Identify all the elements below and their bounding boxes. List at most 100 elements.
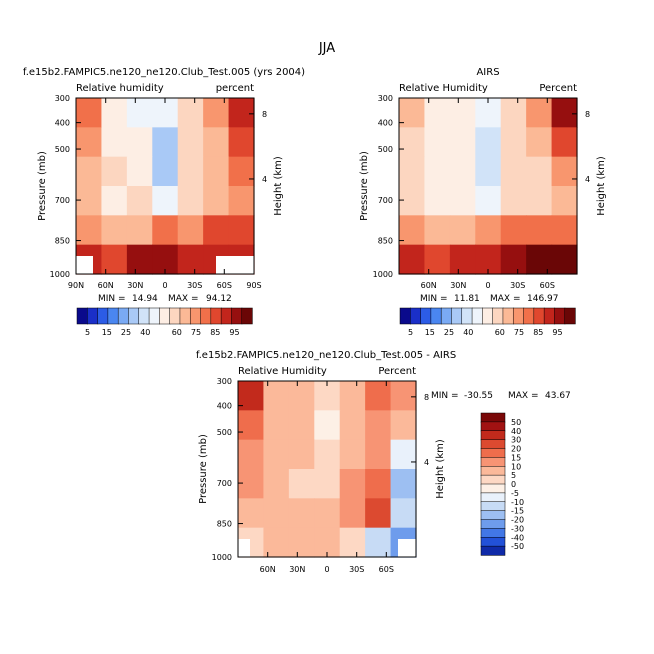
max-label: MAX = [490, 294, 521, 304]
panel-left-label: Relative Humidity [399, 83, 488, 94]
y-axis-label: Pressure (mb) [37, 151, 48, 221]
x-tick-label: 30N [289, 565, 305, 574]
heatmap-cell [152, 215, 179, 246]
heatmap-cell [339, 527, 366, 558]
heatmap-cell [475, 186, 502, 216]
heatmap-cell [551, 156, 578, 187]
heatmap-cell [126, 215, 153, 246]
heatmap-cell [399, 98, 426, 128]
panel-right-label: Percent [378, 366, 416, 377]
panel-title: f.e15b2.FAMPIC5.ne120_ne120.Club_Test.00… [23, 67, 305, 78]
colorbar-label: 5 [408, 328, 413, 337]
x-tick-label: 0 [485, 281, 490, 290]
heatmap-cell [390, 410, 417, 441]
heatmap-cell [76, 156, 103, 187]
heatmap-cell [365, 439, 392, 470]
y-tick-label: 1000 [373, 270, 393, 279]
heatmap-cell [424, 156, 451, 187]
heatmap-cell [449, 215, 476, 246]
heatmap-cell [101, 186, 128, 216]
heatmap-cell [526, 186, 553, 216]
heatmap-cell [238, 439, 265, 470]
colorbar-swatch [480, 537, 506, 547]
heatmap-cell [365, 498, 392, 529]
heatmap-cell [449, 156, 476, 187]
colorbar-swatch [480, 519, 506, 530]
heatmap-cell [203, 215, 230, 246]
plot-area-diff: 300 400 500 700 850 1000 8 4 60N 30N 0 30S 60S [212, 377, 429, 574]
y2-tick-label: 8 [585, 110, 590, 119]
min-label: MIN = [420, 294, 448, 304]
y-tick-label: 1000 [50, 270, 70, 279]
heatmap-cell [449, 244, 476, 275]
y-axis-label: Pressure (mb) [198, 434, 209, 504]
colorbar-swatch [410, 307, 422, 325]
heatmap-cell [203, 156, 230, 187]
colorbar-swatch [179, 307, 191, 325]
heatmap-cell [365, 381, 392, 411]
colorbar-label: 60 [172, 328, 182, 337]
y-tick-label: 500 [217, 428, 232, 437]
plot-area-obs: 300 400 500 700 850 1000 8 4 60N 30N 0 30S 60S [373, 94, 590, 290]
x-tick-label: 30S [349, 565, 364, 574]
heatmap-cell [339, 498, 366, 529]
colorbar-label: 75 [514, 328, 524, 337]
heatmap-cell [228, 215, 255, 246]
heatmap-cell [475, 127, 502, 158]
heatmap-cell [526, 127, 553, 158]
heatmap-cell [152, 186, 179, 216]
colorbar-label: 20 [511, 445, 521, 454]
heatmap-cell [390, 439, 417, 470]
colorbar-swatch [480, 510, 506, 521]
min-value: 11.81 [454, 294, 480, 304]
colorbar-swatch [480, 545, 506, 556]
colorbar-label: 15 [511, 453, 521, 462]
y-tick-label: 1000 [212, 553, 232, 562]
colorbar-label: 40 [511, 427, 521, 436]
heatmap-cell [238, 410, 265, 441]
x-tick-label: 30S [187, 281, 202, 290]
x-tick-label: 90S [246, 281, 261, 290]
colorbar-swatch [87, 307, 99, 325]
colorbar-swatch [440, 307, 453, 325]
colorbar-swatch [482, 307, 494, 325]
heatmap-cell [288, 469, 315, 499]
colorbar-obs: 5 15 25 40 60 75 85 95 [399, 307, 576, 337]
y-tick-label: 700 [55, 196, 70, 205]
heatmap-cell [390, 469, 417, 499]
colorbar-swatch [210, 307, 222, 325]
colorbar-swatch [451, 307, 463, 325]
missing-data-region [216, 256, 254, 274]
x-tick-label: 60S [379, 565, 394, 574]
heatmap-cell [76, 127, 103, 158]
heatmap-cell [177, 98, 204, 128]
y2-tick-label: 4 [424, 458, 429, 467]
heatmap-cell [314, 498, 341, 529]
heatmap-cell [526, 215, 553, 246]
colorbar-label: -5 [511, 489, 519, 498]
figure-title: JJA [318, 41, 335, 56]
colorbar-swatch [76, 307, 88, 325]
panel-title: f.e15b2.FAMPIC5.ne120_ne120.Club_Test.00… [196, 350, 456, 361]
max-label: MAX = [508, 391, 539, 401]
colorbar-swatch [533, 307, 545, 325]
heatmap-cell [500, 127, 527, 158]
colorbar-label: 30 [511, 436, 521, 445]
heatmap-cell [551, 127, 578, 158]
colorbar-swatch [543, 307, 556, 325]
heatmap-cell [449, 98, 476, 128]
y-tick-label: 700 [378, 196, 393, 205]
colorbar-swatch [480, 474, 506, 485]
colorbar-swatch [480, 483, 506, 494]
y-tick-label: 500 [55, 145, 70, 154]
colorbar-swatch [420, 307, 432, 325]
colorbar-swatch [480, 439, 506, 450]
colorbar-swatch [231, 307, 243, 325]
heatmap-cell [152, 127, 179, 158]
heatmap-cell [203, 186, 230, 216]
heatmap-cell [152, 156, 179, 187]
colorbar-label: 60 [495, 328, 505, 337]
max-label: MAX = [168, 294, 199, 304]
min-label: MIN = [98, 294, 126, 304]
